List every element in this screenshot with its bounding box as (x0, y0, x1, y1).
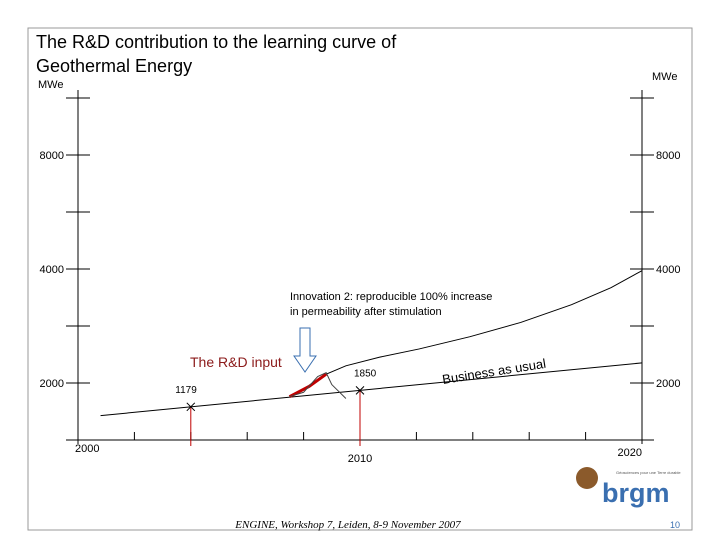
x-tick-label: 2010 (348, 453, 372, 465)
logo-name: brgm (602, 478, 670, 508)
x-tick-label: 2020 (618, 447, 642, 459)
page-number: 10 (670, 520, 680, 530)
marker (355, 385, 365, 395)
series-label: Business as usual (441, 356, 547, 387)
annotation: Innovation 2: reproducible 100% increase (290, 291, 492, 303)
marker (186, 402, 196, 412)
y-tick-label: 4000 (40, 264, 64, 276)
annotation: in permeability after stimulation (290, 306, 442, 318)
x-tick-label: 2000 (75, 443, 99, 455)
y2-tick-label: 4000 (656, 264, 680, 276)
title-line: The R&D contribution to the learning cur… (36, 32, 397, 52)
slide-border (27, 27, 693, 531)
y-tick-label: 2000 (40, 378, 64, 390)
title-line: Geothermal Energy (36, 56, 192, 76)
y-tick-label: 8000 (40, 150, 64, 162)
y-axis-label: MWe (38, 79, 63, 91)
series-line (289, 371, 347, 399)
marker-label: 1179 (175, 385, 197, 396)
series-label: The R&D input (190, 354, 282, 370)
series-line (288, 372, 328, 399)
logo-icon (576, 467, 598, 489)
y2-axis-label: MWe (652, 71, 677, 83)
y2-tick-label: 2000 (656, 378, 680, 390)
marker-label: 1850 (354, 368, 377, 379)
arrow (293, 327, 317, 373)
y2-tick-label: 8000 (656, 150, 680, 162)
logo: Géosciences pour une Terre durable brgm (576, 467, 681, 508)
logo-tagline: Géosciences pour une Terre durable (616, 470, 681, 475)
footer: ENGINE, Workshop 7, Leiden, 8-9 November… (234, 519, 461, 531)
